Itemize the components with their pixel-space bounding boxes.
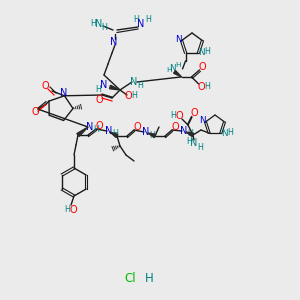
Text: H: H [205,82,211,91]
Text: H: H [197,142,203,152]
Polygon shape [110,85,120,90]
Text: H: H [170,112,176,121]
Text: O: O [190,108,198,118]
Text: H: H [187,130,193,139]
Text: H: H [90,20,96,28]
Text: H: H [93,125,99,134]
Text: H: H [145,272,153,284]
Text: O: O [95,121,103,131]
Text: O: O [198,82,205,92]
Text: H: H [95,85,101,94]
Text: N: N [86,122,94,132]
Text: O: O [95,95,103,105]
Text: O: O [175,111,183,121]
Text: N: N [130,77,138,87]
Text: N: N [142,127,150,137]
Polygon shape [174,70,182,77]
Text: N: N [198,48,205,57]
Text: H: H [175,62,180,68]
Text: N: N [105,126,113,136]
Text: N: N [110,37,118,47]
Text: N: N [180,126,188,136]
Text: O: O [124,91,132,101]
Text: H: H [133,16,139,25]
Text: H: H [131,92,137,100]
Polygon shape [110,132,118,138]
Polygon shape [148,133,156,138]
Text: H: H [137,82,143,91]
Polygon shape [77,127,88,136]
Text: O: O [41,81,49,91]
Text: N: N [175,35,182,44]
Text: N: N [190,138,198,148]
Text: N: N [100,80,108,90]
Text: H: H [64,206,70,214]
Text: O: O [31,107,39,117]
Text: N: N [60,88,67,98]
Text: H: H [205,47,210,56]
Text: N: N [199,116,206,125]
Text: N: N [220,129,227,138]
Text: H: H [227,128,233,136]
Text: H: H [166,67,171,73]
Text: Cl: Cl [124,272,136,284]
Text: O: O [133,122,141,132]
Text: H: H [145,14,151,23]
Text: H: H [186,137,192,146]
Text: H: H [112,130,118,139]
Text: H: H [149,130,155,140]
Text: N: N [137,19,145,29]
Text: H: H [101,23,107,32]
Text: O: O [199,62,206,72]
Text: N: N [95,19,103,29]
Text: O: O [171,122,179,132]
Text: N: N [169,64,176,74]
Polygon shape [186,132,194,137]
Text: O: O [69,205,77,215]
